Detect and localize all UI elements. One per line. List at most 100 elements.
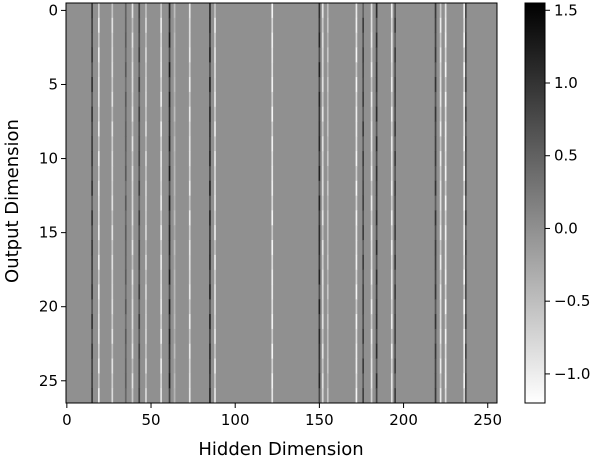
heatmap-cell [145, 314, 147, 330]
heatmap-cell [439, 62, 442, 78]
heatmap-cell [138, 254, 141, 271]
heatmap-cell [124, 314, 127, 330]
heatmap-cell [375, 17, 378, 34]
heatmap-cell [318, 254, 321, 271]
heatmap-cell [463, 165, 466, 182]
heatmap-cell [111, 343, 114, 359]
heatmap-cell [463, 284, 466, 300]
heatmap-cell [145, 328, 147, 345]
heatmap-cell [97, 106, 100, 122]
heatmap-cell [439, 151, 442, 167]
heatmap-cell [160, 373, 162, 389]
heatmap-cell [362, 106, 364, 122]
heatmap-cell [370, 121, 373, 137]
heatmap-cell [465, 165, 467, 182]
heatmap-cell [362, 299, 364, 315]
heatmap-cell [362, 91, 364, 108]
heatmap-cell [97, 225, 100, 241]
heatmap-cell [97, 358, 100, 374]
heatmap-cell [321, 358, 324, 374]
heatmap-cell [124, 180, 127, 196]
heatmap-cell [124, 17, 127, 34]
heatmap-cell [439, 77, 442, 93]
heatmap-cell [463, 240, 466, 256]
heatmap-cell [188, 210, 191, 226]
heatmap-cell [326, 151, 329, 167]
heatmap-cell [370, 240, 373, 256]
heatmap-cell [209, 3, 211, 19]
heatmap-cell [355, 32, 358, 48]
heatmap-cell [321, 17, 324, 34]
heatmap-cell [145, 32, 147, 48]
heatmap-cell [173, 225, 176, 241]
heatmap-cell [375, 269, 378, 285]
heatmap-cell [97, 62, 100, 78]
heatmap-cell [375, 91, 378, 108]
heatmap-cell [271, 358, 274, 374]
heatmap-cell [463, 32, 466, 48]
heatmap-cell [138, 328, 141, 345]
heatmap-cell [444, 17, 447, 34]
heatmap-cell [188, 62, 191, 78]
heatmap-cell [321, 240, 324, 256]
heatmap-cell [318, 225, 321, 241]
heatmap-cell [188, 358, 191, 374]
heatmap-cell [465, 388, 467, 404]
heatmap-cell [124, 195, 127, 211]
heatmap-cell [394, 47, 396, 63]
heatmap-cell [390, 62, 393, 78]
heatmap-cell [160, 136, 162, 152]
heatmap-cell [362, 328, 364, 345]
heatmap-cell [271, 328, 274, 345]
heatmap-cell [355, 180, 358, 196]
heatmap-cell [209, 388, 211, 404]
heatmap-cell [97, 299, 100, 315]
x-axis-label: Hidden Dimension [198, 439, 363, 460]
heatmap-cell [321, 195, 324, 211]
heatmap-cell [173, 165, 176, 182]
heatmap-cell [160, 3, 162, 19]
heatmap-cell [321, 121, 324, 137]
heatmap-cell [131, 210, 134, 226]
heatmap-cell [160, 17, 162, 34]
heatmap-cell [394, 358, 396, 374]
heatmap-cell [91, 240, 93, 256]
heatmap-cell [97, 32, 100, 48]
heatmap-cell [111, 299, 114, 315]
heatmap-cell [321, 388, 324, 404]
heatmap-cell [214, 299, 216, 315]
heatmap-cell [145, 299, 147, 315]
heatmap-cell [188, 32, 191, 48]
heatmap-cell [465, 269, 467, 285]
heatmap-cell [465, 195, 467, 211]
heatmap-cell [434, 240, 437, 256]
heatmap-cell [390, 136, 393, 152]
heatmap-cell [318, 299, 321, 315]
heatmap-cell [370, 47, 373, 63]
heatmap-cell [375, 32, 378, 48]
heatmap-cell [444, 32, 447, 48]
heatmap-cell [111, 225, 114, 241]
heatmap-cell [188, 3, 191, 19]
heatmap-cell [465, 180, 467, 196]
heatmap-cell [370, 299, 373, 315]
heatmap-cell [145, 121, 147, 137]
heatmap-cell [173, 284, 176, 300]
heatmap-cell [131, 62, 134, 78]
heatmap-cell [271, 106, 274, 122]
heatmap-cell [463, 373, 466, 389]
heatmap-cell [370, 17, 373, 34]
heatmap-cell [271, 373, 274, 389]
heatmap-cell [434, 328, 437, 345]
heatmap-cell [318, 62, 321, 78]
heatmap-cell [124, 151, 127, 167]
heatmap-cell [271, 136, 274, 152]
heatmap-cell [91, 3, 93, 19]
heatmap-cell [91, 180, 93, 196]
heatmap-cell [138, 343, 141, 359]
heatmap-cell [444, 121, 447, 137]
heatmap-cell [209, 314, 211, 330]
heatmap-cell [390, 225, 393, 241]
heatmap-cell [326, 195, 329, 211]
heatmap-cell [326, 299, 329, 315]
